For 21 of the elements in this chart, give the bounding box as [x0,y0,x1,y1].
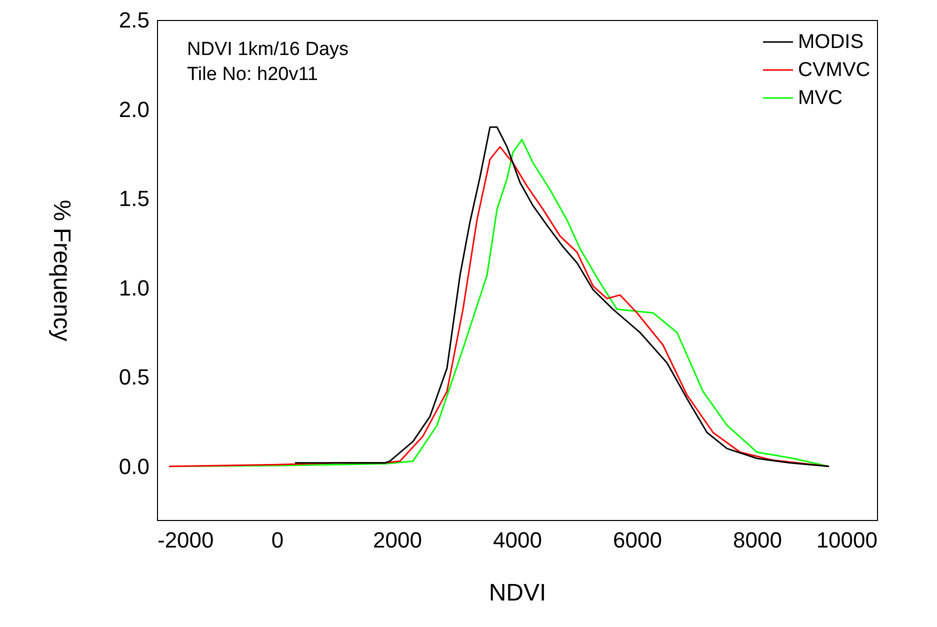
x-axis-title: NDVI [488,580,546,606]
annotation: Tile No: h20v11 [187,64,318,85]
x-tick-label: 2000 [373,528,422,552]
y-axis-title: % Frequency [48,200,75,342]
y-tick-label: 1.5 [118,186,150,212]
x-tick-label: 10000 [816,528,878,552]
x-tick-label: 8000 [733,528,782,552]
x-tick-label: 6000 [613,528,662,552]
annotation: NDVI 1km/16 Days [187,39,349,60]
y-tick-label: 0.5 [118,364,150,390]
x-tick-label: 0 [271,528,284,552]
y-tick-label: 1.0 [118,275,150,300]
legend-label: MVC [798,87,842,109]
y-tick-label: 2.5 [118,8,150,32]
x-tick-label: -2000 [158,528,214,552]
legend-label: MODIS [798,31,864,53]
line-series [294,126,830,468]
legend-label: CVMVC [798,59,870,81]
x-tick-label: 4000 [493,528,542,552]
y-tick-label: 0.0 [118,454,150,479]
y-tick-label: 2.0 [118,96,150,122]
